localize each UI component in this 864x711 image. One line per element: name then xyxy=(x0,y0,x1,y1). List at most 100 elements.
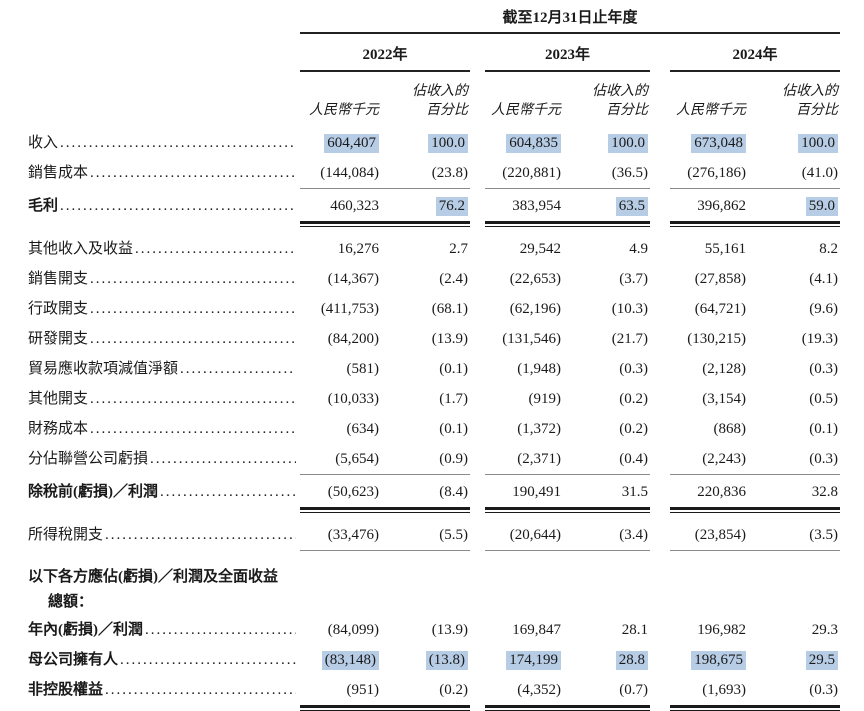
amount-value: 29,542 xyxy=(519,240,561,257)
amount-value: (220,881) xyxy=(502,164,561,181)
amount-cell: 169,847 xyxy=(485,615,567,645)
amount-cell: (1,693) xyxy=(670,675,752,711)
amount-cell: 190,491 xyxy=(485,477,567,513)
percent-header-line1: 佔收入的 xyxy=(412,84,468,99)
percent-cell: (41.0) xyxy=(752,158,840,189)
percent-cell: (8.4) xyxy=(385,477,470,513)
percent-value: (3.5) xyxy=(809,526,838,543)
amount-cell: (84,200) xyxy=(300,324,385,354)
percent-header-line2: 百分比 xyxy=(796,103,838,118)
amount-cell: (2,243) xyxy=(670,444,752,475)
column-gap xyxy=(470,520,485,550)
percent-header-line1: 佔收入的 xyxy=(782,84,838,99)
amount-value: (581) xyxy=(346,360,380,377)
amount-value: (14,367) xyxy=(327,270,379,287)
dot-leader xyxy=(60,191,296,221)
dot-leader xyxy=(150,444,296,474)
row-label-cell: 母公司擁有人 xyxy=(28,645,300,675)
column-gap xyxy=(470,444,485,474)
table-row: 母公司擁有人 (83,148) (13.8) 174,199 28.8 198,675 29… xyxy=(28,645,840,675)
column-gap xyxy=(470,675,485,705)
percent-value: (36.5) xyxy=(611,164,648,181)
amount-cell: 220,836 xyxy=(670,477,752,513)
column-gap xyxy=(470,191,485,221)
percent-of-revenue-header: 佔收入的 百分比 xyxy=(752,82,840,120)
amount-value: (84,200) xyxy=(327,330,379,347)
amount-value: (919) xyxy=(528,390,562,407)
row-label: 行政開支 xyxy=(28,301,89,317)
amount-cell: (14,367) xyxy=(300,264,385,294)
amount-unit-header: 人民幣千元 xyxy=(491,103,561,118)
amount-value: 604,407 xyxy=(324,133,379,153)
amount-cell: 29,542 xyxy=(485,234,567,264)
percent-cell: 4.9 xyxy=(567,234,650,264)
percent-value: (0.1) xyxy=(809,420,838,437)
percent-value: 28.1 xyxy=(621,621,648,638)
amount-cell: (130,215) xyxy=(670,324,752,354)
amount-cell: (1,948) xyxy=(485,354,567,384)
table-row: 其他收入及收益 16,276 2.7 29,542 4.9 55,161 8.2 xyxy=(28,234,840,264)
percent-value: (21.7) xyxy=(611,330,648,347)
percent-cell: (13.9) xyxy=(385,324,470,354)
percent-value: (5.5) xyxy=(439,526,468,543)
row-label-cell: 行政開支 xyxy=(28,294,300,324)
column-gap xyxy=(470,477,485,507)
amount-cell: (5,654) xyxy=(300,444,385,475)
percent-cell: (68.1) xyxy=(385,294,470,324)
percent-value: 28.8 xyxy=(615,650,648,670)
amount-value: (951) xyxy=(346,681,380,698)
amount-value: (131,546) xyxy=(502,330,561,347)
row-label: 除稅前(虧損)／利潤 xyxy=(28,484,158,500)
amount-cell: (22,653) xyxy=(485,264,567,294)
percent-cell: (0.1) xyxy=(385,414,470,444)
column-gap xyxy=(650,675,670,705)
amount-cell: (33,476) xyxy=(300,520,385,551)
percent-cell: (5.5) xyxy=(385,520,470,551)
table-row: 非控股權益 (951) (0.2) (4,352) (0.7) (1,693) (0.3) xyxy=(28,675,840,711)
column-gap xyxy=(650,191,670,221)
column-gap xyxy=(470,264,485,294)
percent-value: (41.0) xyxy=(801,164,838,181)
row-label-cell: 毛利 xyxy=(28,191,300,221)
column-gap xyxy=(470,645,485,675)
period-header: 截至12月31日止年度 xyxy=(300,6,840,34)
dot-leader xyxy=(105,520,296,550)
column-gap xyxy=(470,294,485,324)
amount-value: 174,199 xyxy=(506,650,561,670)
row-label: 收入 xyxy=(28,135,59,151)
dot-leader xyxy=(180,354,296,384)
amount-value: (634) xyxy=(346,420,380,437)
percent-cell: (0.3) xyxy=(752,675,840,711)
column-gap xyxy=(650,477,670,507)
amount-value: 673,048 xyxy=(691,133,746,153)
row-label-cell: 年內(虧損)／利潤 xyxy=(28,615,300,645)
percent-value: (1.7) xyxy=(439,390,468,407)
percent-cell: (3.5) xyxy=(752,520,840,551)
column-gap xyxy=(650,615,670,645)
percent-value: 100.0 xyxy=(428,133,468,153)
column-gap xyxy=(650,384,670,414)
amount-unit-header: 人民幣千元 xyxy=(676,103,746,118)
table-row: 收入 604,407 100.0 604,835 100.0 673,048 100.0 xyxy=(28,128,840,158)
percent-value: (9.6) xyxy=(809,300,838,317)
amount-value: (4,352) xyxy=(517,681,561,698)
row-label-cell: 研發開支 xyxy=(28,324,300,354)
amount-value: (1,948) xyxy=(517,360,561,377)
percent-cell: (0.3) xyxy=(752,354,840,384)
percent-value: (68.1) xyxy=(431,300,468,317)
percent-cell: (0.2) xyxy=(385,675,470,711)
percent-value: (13.9) xyxy=(431,330,468,347)
row-label: 毛利 xyxy=(28,198,59,214)
percent-value: 59.0 xyxy=(805,196,838,216)
percent-value: (2.4) xyxy=(439,270,468,287)
percent-cell: 76.2 xyxy=(385,191,470,227)
amount-cell: (3,154) xyxy=(670,384,752,414)
percent-value: (0.7) xyxy=(619,681,648,698)
column-gap xyxy=(470,384,485,414)
amount-cell: (84,099) xyxy=(300,615,385,645)
percent-header-line2: 百分比 xyxy=(426,103,468,118)
percent-cell: (0.1) xyxy=(752,414,840,444)
percent-cell: (0.3) xyxy=(752,444,840,475)
amount-cell: 673,048 xyxy=(670,128,752,158)
amount-value: (1,372) xyxy=(517,420,561,437)
